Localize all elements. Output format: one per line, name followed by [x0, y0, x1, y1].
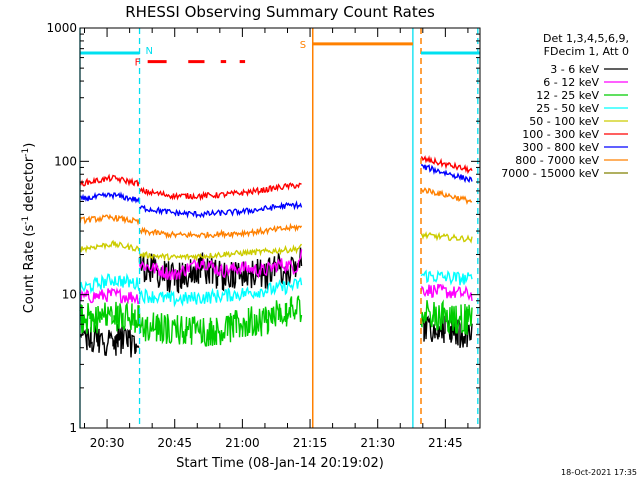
- y-axis-label-mid: detector: [22, 156, 37, 216]
- series-segment: [420, 154, 473, 175]
- plot-frame: [79, 27, 481, 429]
- chart-title: RHESSI Observing Summary Count Rates: [125, 3, 435, 21]
- series-segment: [79, 324, 140, 358]
- y-axis-label-main: Count Rate (s: [22, 225, 37, 314]
- series-segment: [79, 301, 140, 334]
- series-segment: [79, 173, 140, 187]
- series-segment: [420, 164, 473, 184]
- series-segment: [138, 295, 303, 347]
- y-axis-label-exponent-2: -1: [21, 148, 31, 157]
- y-tick-label: 10: [62, 288, 77, 302]
- legend-entry-label: 300 - 800 keV: [522, 141, 599, 154]
- y-tick-label: 1: [69, 421, 77, 435]
- series-6-12kev: [79, 249, 473, 305]
- y-axis-label: Count Rate (s-1 detector-1): [21, 143, 37, 314]
- series-12-25kev: [79, 295, 473, 347]
- legend-entry-label: 100 - 300 keV: [522, 128, 599, 141]
- x-tick-label: 21:30: [360, 436, 395, 450]
- legend-entry-label: 12 - 25 keV: [536, 89, 599, 102]
- legend-header-line-2: FDecim 1, Att 0: [544, 45, 629, 58]
- legend: Det 1,3,4,5,6,9, FDecim 1, Att 0 3 - 6 k…: [501, 32, 629, 180]
- legend-header-line-1: Det 1,3,4,5,6,9,: [543, 32, 629, 45]
- x-tick-label: 20:45: [157, 436, 192, 450]
- legend-entry-label: 7000 - 15000 keV: [501, 167, 599, 180]
- series-segment: [138, 243, 303, 262]
- series-segment: [79, 287, 140, 305]
- series-segment: [420, 269, 473, 286]
- flare-label: F: [135, 58, 141, 69]
- series-50-100kev: [79, 231, 473, 262]
- series-segment: [139, 222, 303, 240]
- footer-date: 18-Oct-2021 17:35: [561, 468, 637, 477]
- y-tick-label: 1000: [46, 21, 77, 35]
- saa-label: S: [300, 40, 306, 51]
- series-segment: [138, 277, 303, 308]
- y-tick-label: 100: [54, 154, 77, 168]
- series-segment: [138, 249, 303, 281]
- series-25-50kev: [79, 269, 473, 308]
- series-segment: [138, 200, 303, 219]
- x-tick-label: 21:00: [225, 436, 260, 450]
- axes: 1 10 100 1000 20:30 20:45 21:00 21:15 21:30 21:45: [46, 21, 480, 450]
- x-tick-label: 21:45: [428, 436, 463, 450]
- series-segment: [79, 272, 140, 295]
- legend-entry-label: 6 - 12 keV: [543, 76, 599, 89]
- x-tick-label: 20:30: [90, 436, 125, 450]
- legend-entry-label: 800 - 7000 keV: [515, 154, 599, 167]
- legend-entry-label: 25 - 50 keV: [536, 102, 599, 115]
- y-axis-label-exponent-1: -1: [21, 216, 31, 225]
- legend-entry-label: 50 - 100 keV: [529, 115, 599, 128]
- x-tick-label: 21:15: [293, 436, 328, 450]
- night-label: N: [146, 46, 153, 57]
- series-300-800kev: [79, 164, 473, 219]
- series-segment: [420, 283, 473, 301]
- x-axis-label: Start Time (08-Jan-14 20:19:02): [176, 456, 384, 471]
- series-segment: [79, 191, 140, 204]
- legend-entry-label: 3 - 6 keV: [550, 63, 599, 76]
- series-segment: [79, 239, 140, 254]
- y-axis-label-end: ): [22, 143, 37, 148]
- series-segment: [420, 231, 473, 244]
- series-segment: [138, 182, 302, 202]
- series-segment: [420, 299, 473, 336]
- series-800-7000kev: [79, 187, 473, 240]
- series-segment: [420, 187, 473, 205]
- series-100-300kev: [79, 154, 473, 202]
- series-segment: [79, 213, 140, 226]
